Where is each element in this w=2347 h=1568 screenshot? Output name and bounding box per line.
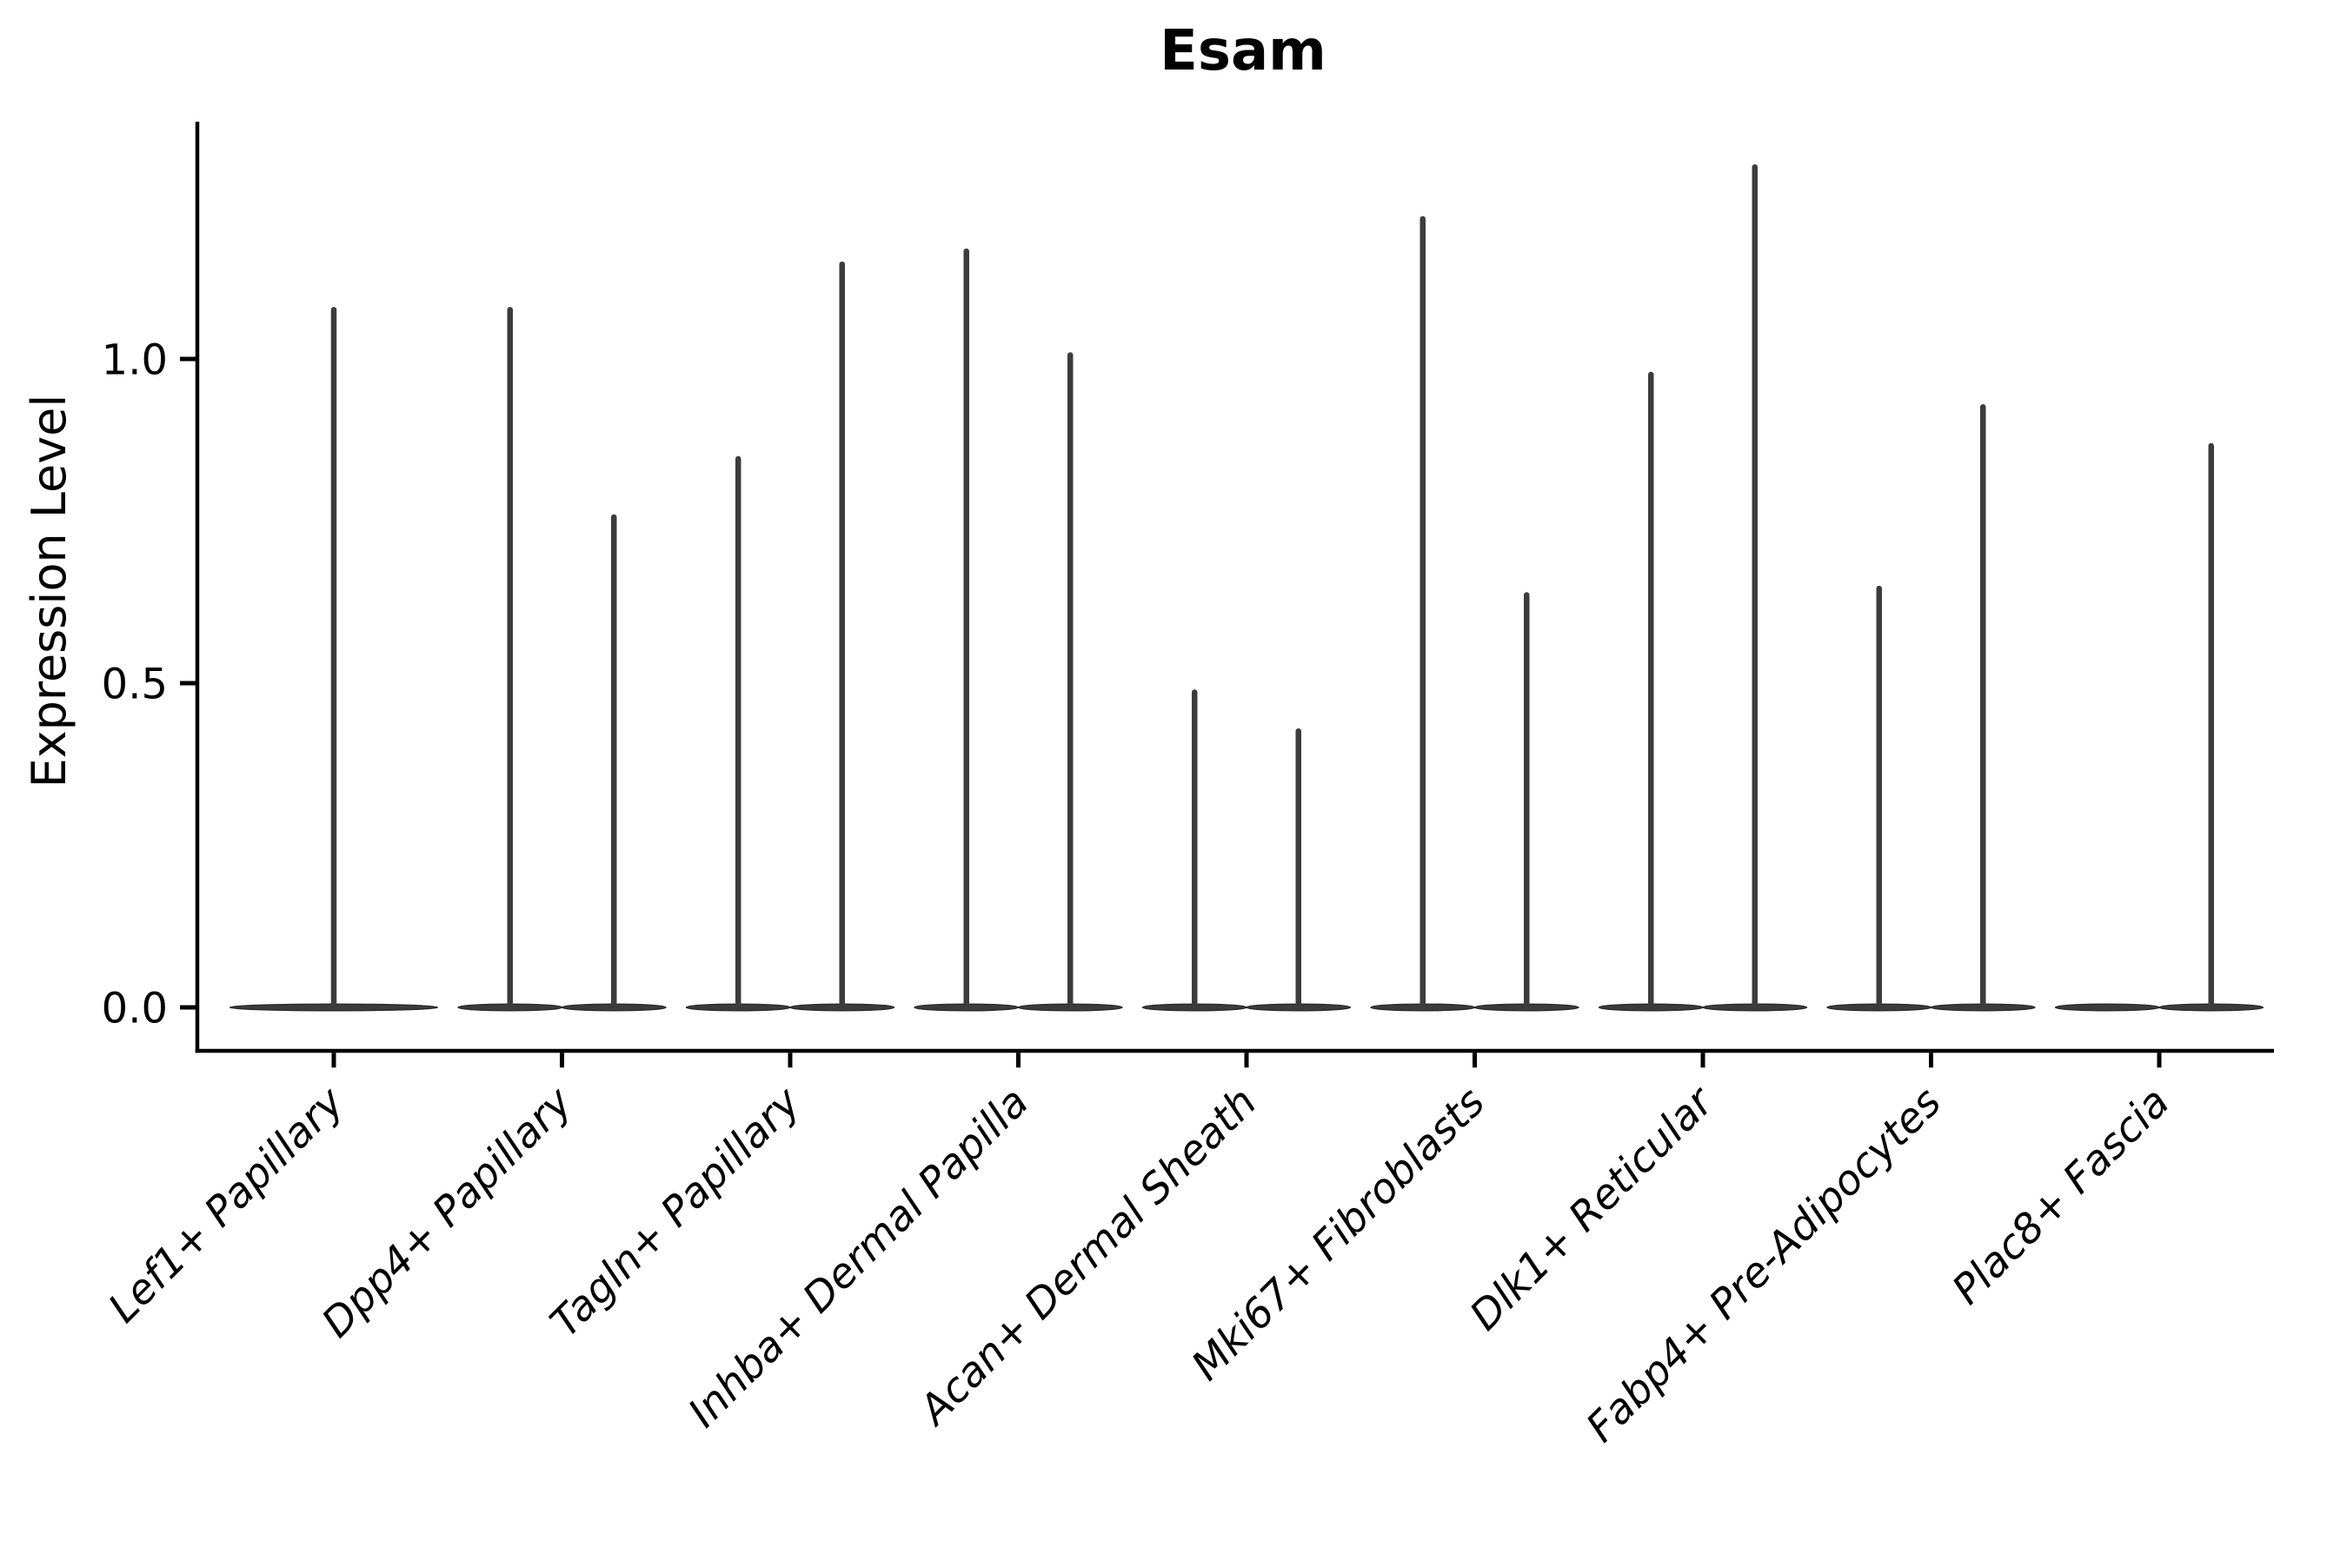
- x-tick-label: Lef1+ Papillary: [99, 1078, 354, 1332]
- y-tick-label: 1.0: [102, 336, 168, 384]
- y-tick-label: 0.5: [102, 660, 168, 708]
- x-tick-label: Tagln+ Papillary: [542, 1078, 811, 1347]
- y-tick-label: 0.0: [102, 984, 168, 1033]
- chart-title: Esam: [1160, 19, 1326, 83]
- x-tick-label: Dpp4+ Papillary: [313, 1078, 582, 1347]
- x-tick-label: Plac8+ Fascia: [1943, 1079, 2178, 1314]
- x-tick-label: Dlk1+ Reticular: [1461, 1077, 1725, 1340]
- violin-base: [2054, 1003, 2160, 1012]
- y-axis-title: Expression Level: [22, 395, 76, 788]
- violins-layer: [229, 163, 2264, 1012]
